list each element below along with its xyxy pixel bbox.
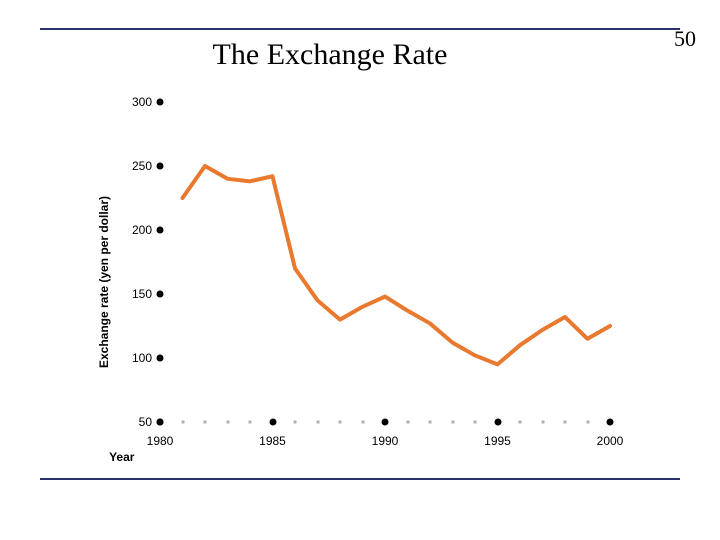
x-minor-dot [204,421,207,424]
x-minor-dot [586,421,589,424]
y-tick-label: 250 [110,159,152,173]
x-tick-dot [494,419,501,426]
series-line [183,166,611,364]
y-tick-label: 200 [110,223,152,237]
x-minor-dot [564,421,567,424]
x-minor-dot [406,421,409,424]
x-minor-dot [451,421,454,424]
slide-title: The Exchange Rate [0,38,660,72]
y-tick-label: 100 [110,351,152,365]
x-minor-dot [249,421,252,424]
y-tick-dot [157,99,164,106]
x-minor-dot [361,421,364,424]
line-plot [90,92,630,482]
y-tick-dot [157,355,164,362]
x-tick-dot [382,419,389,426]
x-minor-dot [541,421,544,424]
x-tick-dot [157,419,164,426]
y-tick-dot [157,291,164,298]
x-axis-label: Year [109,450,134,464]
x-minor-dot [474,421,477,424]
x-minor-dot [339,421,342,424]
y-tick-dot [157,163,164,170]
top-rule [40,28,680,30]
x-tick-label: 1990 [372,434,399,448]
x-minor-dot [519,421,522,424]
x-minor-dot [429,421,432,424]
y-tick-label: 50 [110,415,152,429]
x-tick-label: 1980 [147,434,174,448]
exchange-rate-chart: Exchange rate (yen per dollar) 501001502… [90,92,630,472]
x-tick-label: 1985 [259,434,286,448]
x-minor-dot [181,421,184,424]
x-tick-dot [269,419,276,426]
y-tick-label: 150 [110,287,152,301]
x-minor-dot [226,421,229,424]
x-tick-dot [607,419,614,426]
y-tick-dot [157,227,164,234]
x-tick-label: 1995 [484,434,511,448]
x-tick-label: 2000 [597,434,624,448]
x-minor-dot [294,421,297,424]
y-tick-label: 300 [110,95,152,109]
bottom-rule [40,478,680,480]
x-minor-dot [316,421,319,424]
